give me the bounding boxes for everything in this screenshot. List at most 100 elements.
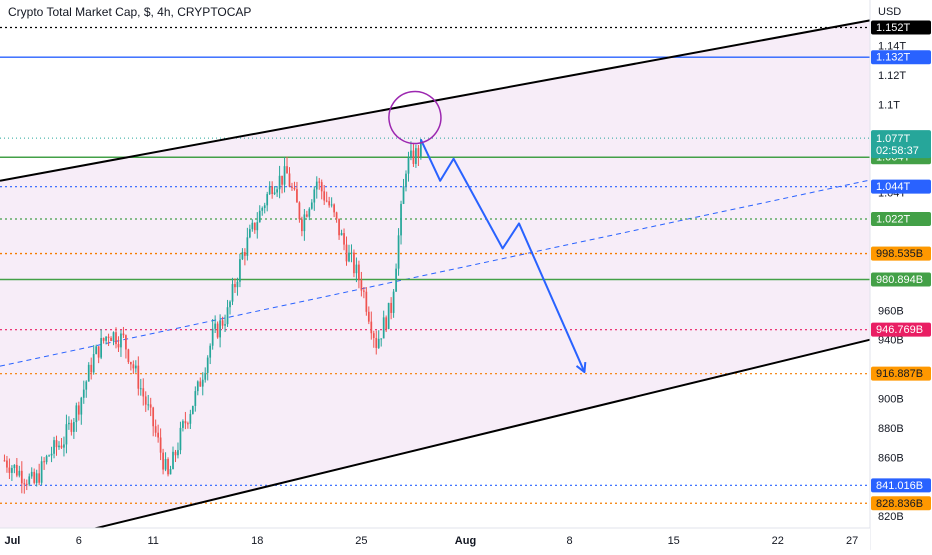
candle-body [63, 444, 65, 448]
candle-body [43, 461, 45, 463]
candle-body [127, 349, 130, 363]
candle-body [125, 335, 127, 350]
candle-body [343, 233, 345, 245]
candle-body [97, 346, 100, 358]
candle-body [362, 290, 365, 292]
y-tick-label: 1.14T [878, 40, 906, 52]
price-level-badge: 916.887B [876, 368, 923, 380]
candle-body [15, 464, 18, 476]
price-level-badge: 1.022T [876, 214, 911, 226]
price-level-badge: 841.016B [876, 480, 923, 492]
current-price-badge: 1.077T [876, 133, 911, 145]
candle-body [400, 203, 402, 236]
candle-body [405, 173, 407, 187]
candle-body [367, 311, 370, 322]
candle-body [231, 284, 234, 302]
candle-body [92, 354, 95, 373]
candle-body [358, 264, 360, 281]
x-tick-label: 22 [772, 535, 784, 547]
candle-body [261, 208, 264, 211]
candle-body [90, 364, 93, 373]
price-level-badge-background [871, 246, 931, 261]
candle-body [372, 333, 375, 339]
candle-body [380, 338, 383, 340]
candle-body [122, 333, 125, 336]
candle-body [402, 186, 405, 204]
price-level-badge-background [871, 272, 931, 287]
candle-body [100, 338, 102, 358]
candle-body [226, 307, 229, 325]
candle-body [65, 424, 68, 445]
channel-midline [0, 179, 871, 367]
highlight-circle [388, 90, 442, 145]
candle-body [246, 237, 249, 256]
candle-body [407, 157, 410, 174]
candle-body [293, 187, 296, 190]
price-level-badge: 1.044T [876, 181, 911, 193]
candle-body [137, 365, 140, 389]
candle-body [303, 214, 306, 232]
candle-body [149, 404, 152, 408]
forecast-path [419, 139, 586, 373]
candle-body [13, 464, 16, 469]
candle-body [348, 252, 350, 262]
x-tick-label: 18 [251, 535, 263, 547]
time-axis-background [0, 528, 870, 550]
candle-body [209, 345, 212, 358]
candle-body [266, 194, 269, 206]
x-tick-label: 27 [846, 535, 858, 547]
candle-body [120, 333, 122, 348]
candle-body [184, 421, 187, 424]
price-level-badge: 946.769B [876, 324, 923, 336]
candle-body [117, 344, 120, 348]
candle-body [268, 186, 271, 195]
candle-body [248, 229, 251, 238]
candle-body [397, 235, 400, 269]
candle-body [310, 202, 313, 209]
candle-body [154, 426, 157, 433]
candle-body [216, 323, 219, 338]
candle-body [70, 422, 73, 432]
candle-body [385, 317, 388, 330]
candle-body [85, 381, 88, 390]
candle-body [201, 379, 204, 387]
candle-body [142, 388, 145, 397]
candle-body [286, 166, 288, 174]
candle-body [164, 459, 167, 470]
candle-body [239, 259, 241, 282]
candle-body [159, 437, 162, 453]
candle-body [206, 357, 209, 373]
candle-body [273, 192, 276, 195]
candle-body [72, 422, 75, 432]
candle-body [241, 252, 244, 260]
candle-body [271, 186, 274, 195]
candle-body [112, 332, 115, 342]
candle-body [35, 473, 38, 483]
candle-body [234, 284, 236, 288]
candle-body [102, 338, 105, 341]
candle-body [412, 150, 415, 164]
candle-body [283, 166, 286, 185]
candle-body [278, 175, 281, 190]
candle-body [244, 252, 246, 256]
candle-body [30, 471, 33, 477]
price-level-badge-background [871, 50, 931, 65]
candle-body [33, 471, 36, 483]
candle-body [187, 423, 189, 425]
candle-body [281, 175, 283, 185]
y-tick-label: 900B [878, 394, 904, 406]
forecast-arrowhead [575, 361, 587, 374]
candle-body [221, 320, 224, 326]
candle-body [204, 372, 207, 380]
candle-body [130, 362, 132, 365]
x-tick-label: 25 [355, 535, 367, 547]
candle-body [38, 473, 41, 483]
current-price-countdown: 02:58:37 [876, 145, 919, 157]
candle-body [330, 204, 333, 206]
price-level-badge: 828.836B [876, 498, 923, 510]
candle-body [296, 189, 298, 203]
candle-body [236, 281, 239, 288]
candle-body [387, 302, 390, 330]
candle-body [77, 405, 80, 415]
